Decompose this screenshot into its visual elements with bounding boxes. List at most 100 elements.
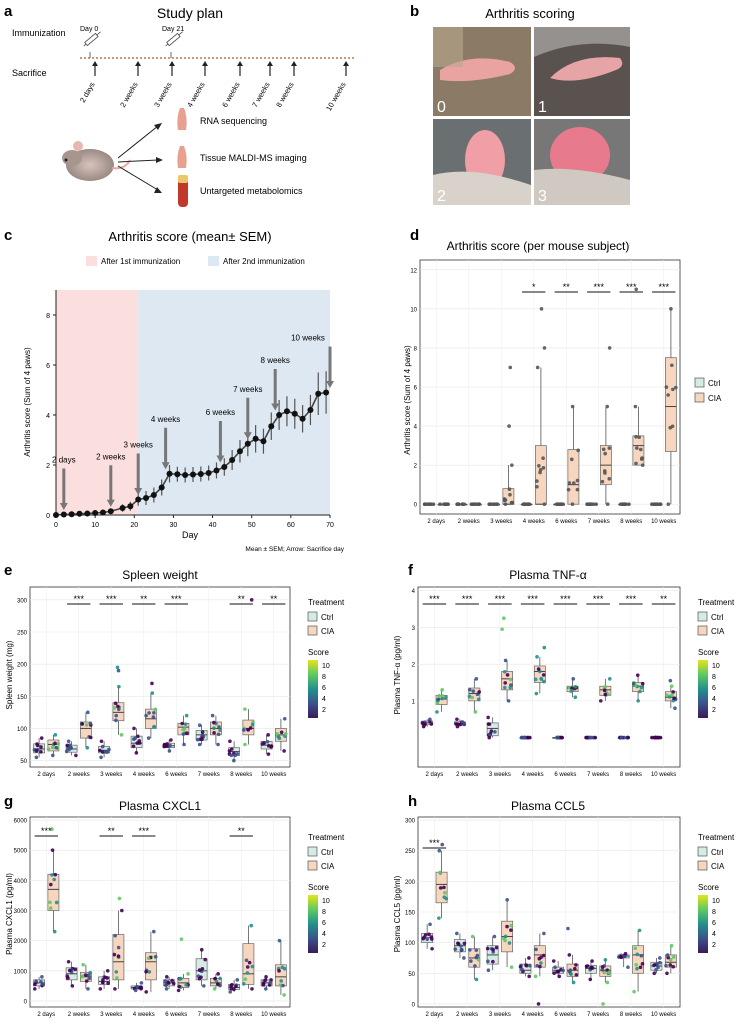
data-point xyxy=(557,502,561,507)
data-point xyxy=(634,434,638,439)
data-point xyxy=(508,365,513,370)
data-point xyxy=(263,978,268,982)
data-point xyxy=(551,959,556,963)
data-point xyxy=(508,492,512,497)
data-point xyxy=(151,715,156,719)
data-point xyxy=(116,954,121,958)
y-tick-label: 200 xyxy=(17,663,28,669)
significance-label: * xyxy=(532,282,536,292)
timepoint-label: 6 weeks xyxy=(220,80,242,109)
significance-label: ** xyxy=(238,826,246,836)
data-point xyxy=(218,976,222,981)
legend-label: Ctrl xyxy=(708,379,721,388)
data-point xyxy=(186,972,190,976)
syringe-icon xyxy=(83,31,101,47)
panel-title: Arthritis scoring xyxy=(485,6,575,21)
data-point xyxy=(473,964,477,968)
data-point xyxy=(664,385,669,389)
data-point xyxy=(542,645,547,650)
sacrifice-label: 2 weeks xyxy=(96,452,125,461)
data-point xyxy=(88,721,93,726)
data-point xyxy=(277,969,281,973)
x-tick-label: 2 weeks xyxy=(68,1012,90,1018)
y-axis-label: Arthritis score (Sum of 4 paws) xyxy=(23,347,32,457)
panel-letter: c xyxy=(4,227,12,244)
data-point xyxy=(136,734,140,739)
y-tick-label: 300 xyxy=(17,598,28,604)
box xyxy=(112,702,125,722)
data-point xyxy=(150,681,154,686)
data-point xyxy=(265,740,270,744)
data-point xyxy=(601,1002,605,1006)
significance-label: ** xyxy=(563,282,571,292)
footnote: Mean ± SEM; Arrow: Sacrifice day xyxy=(245,546,344,553)
data-point xyxy=(626,965,630,969)
legend-swatch xyxy=(307,611,318,622)
data-point xyxy=(652,963,657,967)
data-point xyxy=(216,732,221,737)
data-point xyxy=(83,973,88,977)
x-tick-label: 2 weeks xyxy=(456,1012,478,1018)
data-point xyxy=(655,735,659,740)
data-point xyxy=(429,935,434,939)
significance-label: *** xyxy=(171,594,182,604)
data-point xyxy=(650,735,654,740)
first-immunization-band xyxy=(56,290,139,515)
data-point xyxy=(39,745,43,749)
data-point xyxy=(606,692,610,697)
data-point xyxy=(470,934,475,939)
data-point xyxy=(243,707,247,711)
y-tick-label: 50 xyxy=(20,759,27,765)
legend-title: Score xyxy=(308,883,329,892)
mean-point xyxy=(252,435,259,442)
data-point xyxy=(567,969,572,974)
data-point xyxy=(248,726,253,730)
data-point xyxy=(588,977,593,982)
y-tick-label: 250 xyxy=(405,849,416,855)
data-point xyxy=(144,990,149,994)
significance-label: *** xyxy=(429,838,440,848)
data-point xyxy=(542,931,546,936)
legend-swatch xyxy=(307,846,318,857)
data-point xyxy=(456,502,461,507)
data-point xyxy=(243,742,247,747)
x-tick-label: 3 weeks xyxy=(490,519,512,525)
data-point xyxy=(487,502,491,507)
data-point xyxy=(282,993,286,997)
significance-label: *** xyxy=(626,282,637,292)
data-point xyxy=(593,735,598,740)
data-point xyxy=(167,749,172,753)
data-point xyxy=(476,502,480,507)
y-tick-label: 0 xyxy=(24,999,28,1005)
data-point xyxy=(249,598,254,602)
data-point xyxy=(153,707,158,712)
data-point xyxy=(195,737,200,742)
data-point xyxy=(455,717,459,722)
data-point xyxy=(639,953,644,958)
x-tick-label: 8 weeks xyxy=(230,772,252,778)
sacrifice-arrow-head xyxy=(134,488,143,495)
data-point xyxy=(534,947,538,952)
data-point xyxy=(670,693,674,697)
data-point xyxy=(197,976,202,981)
data-point xyxy=(665,693,669,697)
colorbar-tick-label: 8 xyxy=(712,674,716,681)
data-point xyxy=(486,968,491,973)
x-tick-label: 6 weeks xyxy=(554,772,576,778)
data-point xyxy=(210,713,215,718)
data-point xyxy=(52,877,56,882)
data-point xyxy=(200,733,205,737)
mean-point xyxy=(323,389,330,396)
significance-label: *** xyxy=(593,594,604,604)
y-tick-label: 0 xyxy=(46,513,50,520)
sacrifice-arrow-head xyxy=(216,455,225,463)
data-point xyxy=(640,463,645,467)
x-tick-label: 10 weeks xyxy=(651,519,676,525)
data-point xyxy=(553,965,557,969)
data-point xyxy=(509,923,513,928)
paw-photo-3 xyxy=(534,119,630,205)
y-tick-label: 12 xyxy=(410,268,417,274)
data-point xyxy=(101,978,105,982)
sacrifice-arrow-head xyxy=(267,61,273,66)
data-point xyxy=(541,466,546,470)
